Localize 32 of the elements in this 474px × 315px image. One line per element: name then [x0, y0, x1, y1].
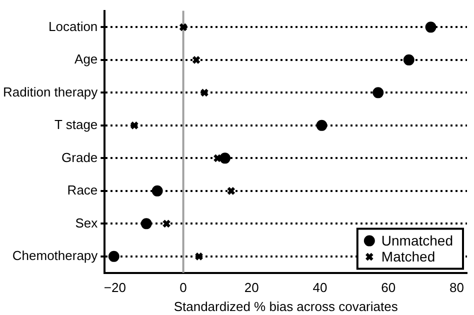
point	[108, 250, 120, 262]
y-tick-label: Location	[48, 18, 98, 34]
x-tick-label: 80	[450, 280, 464, 296]
y-tick-label: Chemotherapy	[12, 248, 98, 264]
point	[140, 218, 152, 230]
point	[194, 252, 204, 261]
y-tick-label: Grade	[62, 150, 98, 165]
x-tick-label: −20	[104, 280, 126, 296]
point	[178, 22, 188, 32]
point	[219, 152, 230, 164]
point	[425, 22, 436, 33]
y-tick-label: Age	[74, 52, 98, 67]
point	[226, 186, 236, 196]
y-tick-label: Race	[67, 182, 98, 198]
point	[316, 120, 328, 131]
legend-label: Unmatched	[381, 232, 453, 249]
point	[192, 56, 201, 64]
x-tick-label: 0	[180, 280, 187, 296]
x-tick-label: 20	[244, 280, 259, 296]
point	[162, 219, 171, 228]
y-tick-label: Radition therapy	[2, 84, 98, 100]
point	[130, 121, 139, 130]
point	[403, 54, 414, 66]
x-tick-label: 40	[312, 280, 328, 296]
y-tick-label: T stage	[54, 117, 98, 132]
point	[200, 88, 209, 98]
x-axis-title: Standardized % bias across covariates	[174, 298, 398, 314]
legend-label: Matched	[381, 248, 436, 265]
point	[372, 87, 384, 98]
x-tick-label: 60	[381, 280, 396, 296]
y-tick-label: Sex	[75, 215, 98, 230]
point	[152, 185, 163, 196]
